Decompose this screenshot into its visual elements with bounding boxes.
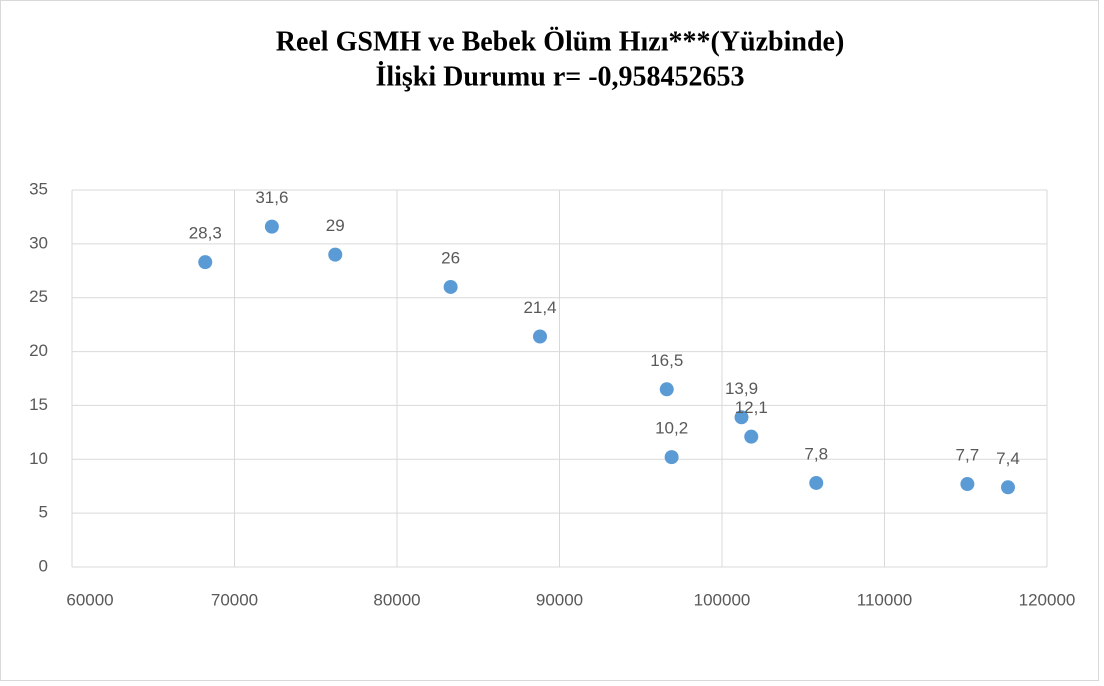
data-label: 7,8: [804, 444, 828, 463]
x-tick-label: 70000: [211, 590, 258, 609]
point: [264, 219, 279, 234]
data-label: 13,9: [725, 379, 758, 398]
data-label: 26: [441, 248, 460, 267]
x-tick-label: 80000: [373, 590, 420, 609]
data-label: 28,3: [189, 224, 222, 243]
chart-subtitle: İlişki Durumu r= -0,958452653: [375, 61, 744, 92]
y-tick-label: 20: [29, 341, 48, 360]
x-tick-label: 90000: [536, 590, 583, 609]
y-tick-label: 10: [29, 449, 48, 468]
x-tick-label: 110000: [857, 590, 912, 609]
y-tick-label: 25: [29, 287, 48, 306]
data-label: 7,7: [956, 446, 980, 465]
point: [328, 247, 343, 262]
point: [1001, 480, 1015, 495]
data-label: 29: [326, 216, 345, 235]
data-label: 10,2: [655, 419, 688, 438]
y-tick-label: 5: [39, 503, 48, 522]
point: [659, 382, 674, 397]
point: [960, 477, 975, 492]
y-tick-label: 35: [29, 179, 48, 198]
x-tick-label: 120000: [1019, 590, 1076, 609]
x-tick-label: 100000: [694, 590, 751, 609]
point: [533, 329, 547, 344]
data-label: 16,5: [650, 351, 683, 370]
point: [443, 279, 458, 294]
x-tick-label: 60000: [66, 590, 113, 609]
data-label: 7,4: [996, 449, 1020, 468]
point: [664, 450, 679, 465]
point: [744, 429, 759, 444]
data-label: 12,1: [735, 398, 768, 417]
y-tick-label: 15: [29, 395, 48, 414]
chart-title: Reel GSMH ve Bebek Ölüm Hızı***(Yüzbinde…: [276, 26, 845, 57]
point: [809, 475, 824, 490]
point: [198, 255, 213, 270]
y-tick-label: 0: [39, 556, 48, 575]
point: [734, 410, 749, 425]
data-label: 31,6: [255, 188, 288, 207]
y-tick-label: 30: [29, 233, 48, 252]
data-label: 21,4: [523, 298, 556, 317]
